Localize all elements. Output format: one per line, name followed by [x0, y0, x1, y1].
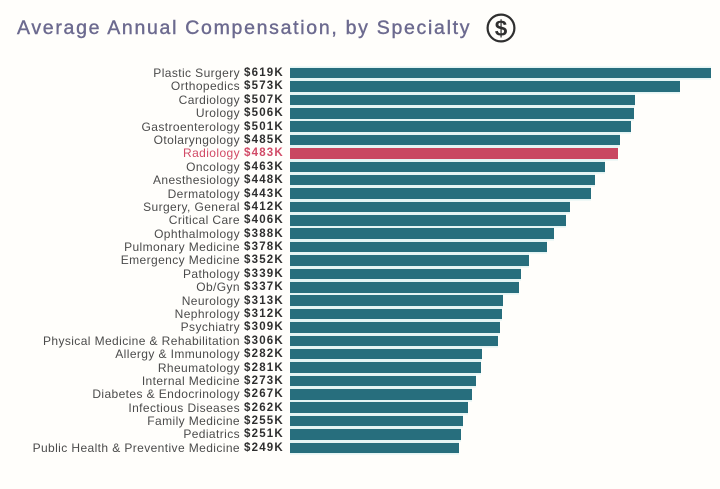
- svg-text:$: $: [495, 16, 508, 41]
